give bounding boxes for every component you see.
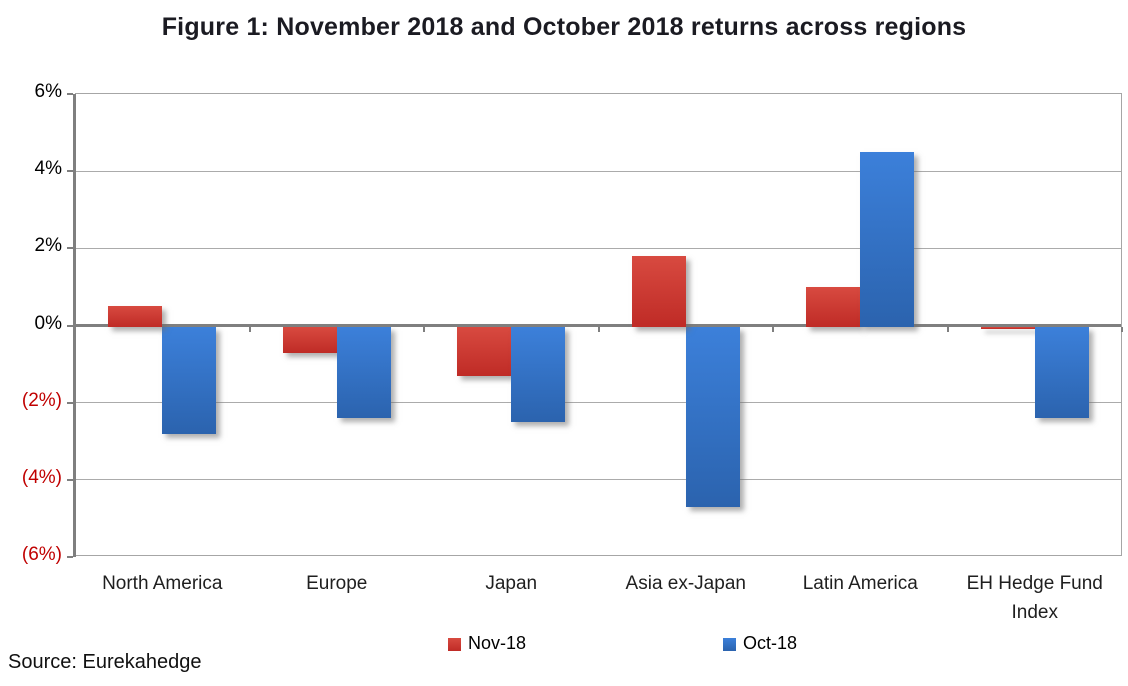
bar-nov-18-asia-ex-japan (631, 256, 686, 327)
gridline-2 (75, 402, 1121, 404)
y-axis-tick (67, 93, 73, 95)
legend-item-oct-18: Oct-18 (723, 633, 797, 654)
gridline-2 (75, 247, 1121, 249)
bar-oct-18-north-america (162, 326, 217, 434)
y-axis-label-0: 0% (34, 312, 62, 334)
x-axis-tick (423, 327, 425, 332)
legend-label-nov-18: Nov-18 (468, 633, 527, 653)
chart-legend: Nov-18 Oct-18 (448, 633, 797, 654)
bar-nov-18-europe (282, 326, 337, 353)
gridline-4 (75, 479, 1121, 481)
y-axis-label-4: 4% (34, 158, 62, 180)
x-axis-tick (1121, 327, 1123, 332)
x-axis-label-latin-america: Latin America (802, 573, 918, 594)
y-axis-label-6: (6%) (21, 544, 62, 565)
y-axis-tick (67, 170, 73, 173)
gridline-4 (75, 170, 1121, 172)
x-axis-tick (597, 327, 600, 332)
bar-nov-18-eh-hedge-fund-index (980, 326, 1035, 330)
y-axis-tick (67, 401, 73, 404)
bar-oct-18-eh-hedge-fund-index (1034, 326, 1089, 419)
bar-nov-18-latin-america (806, 286, 861, 327)
x-axis-zero-line (75, 324, 1121, 327)
bar-oct-18-latin-america (860, 151, 915, 327)
x-axis-label-europe: Europe (306, 573, 368, 594)
y-axis-label-2: (2%) (21, 389, 62, 411)
x-axis-label-asia-ex-japan: Asia ex-Japan (625, 573, 746, 594)
bar-oct-18-japan (511, 326, 566, 422)
chart-title: Figure 1: November 2018 and October 2018… (161, 13, 967, 41)
x-axis-tick (772, 327, 774, 332)
legend-label-oct-18: Oct-18 (743, 633, 798, 653)
x-axis-labels: North America Europe Japan Asia ex-Japan Lat… (75, 569, 1122, 627)
y-axis-tick (67, 324, 73, 327)
y-axis-label-2: 2% (34, 235, 62, 257)
x-axis-label-north-america: North America (102, 573, 223, 594)
source-note: Source: Eurekahedge (8, 651, 202, 673)
y-axis-line (73, 94, 76, 557)
x-axis-label-eh-hedge-fund-index: EH Hedge Fund Index (966, 573, 1103, 623)
y-axis-tick (67, 478, 73, 481)
x-axis-tick (248, 327, 251, 332)
bar-oct-18-europe (336, 326, 391, 419)
y-axis-label-6: 6% (34, 81, 62, 102)
bar-oct-18-asia-ex-japan (685, 326, 740, 507)
y-axis-label-4: (4%) (21, 466, 62, 488)
y-axis-tick (67, 556, 73, 558)
legend-swatch-oct-18 (723, 637, 737, 651)
x-axis-label-japan: Japan (485, 573, 538, 594)
plot-area (67, 93, 1123, 558)
y-axis-tick (67, 247, 73, 250)
bar-nov-18-japan (457, 326, 512, 376)
bar-nov-18-north-america (108, 306, 163, 327)
legend-item-nov-18: Nov-18 (448, 633, 526, 654)
legend-swatch-nov-18 (448, 637, 461, 651)
x-axis-tick (946, 327, 949, 332)
